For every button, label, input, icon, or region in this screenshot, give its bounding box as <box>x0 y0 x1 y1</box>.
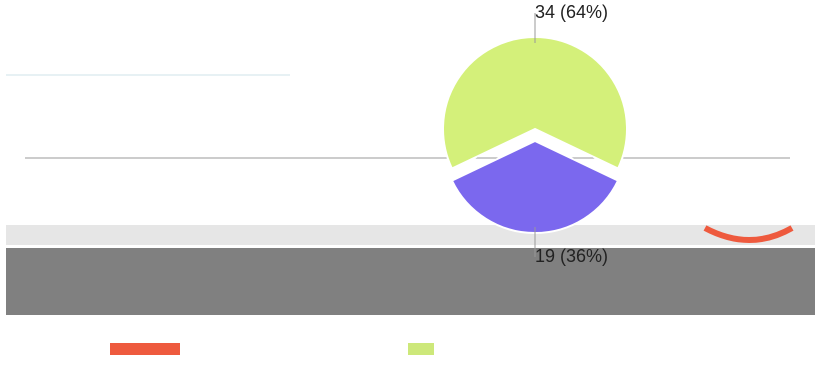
decoration <box>703 225 794 243</box>
toolbar <box>6 225 815 245</box>
panel <box>6 248 815 315</box>
data-label: 34 (64%) <box>535 2 608 22</box>
status-block <box>408 343 434 355</box>
data-label: 19 (36%) <box>535 246 608 266</box>
status-block <box>110 343 180 355</box>
